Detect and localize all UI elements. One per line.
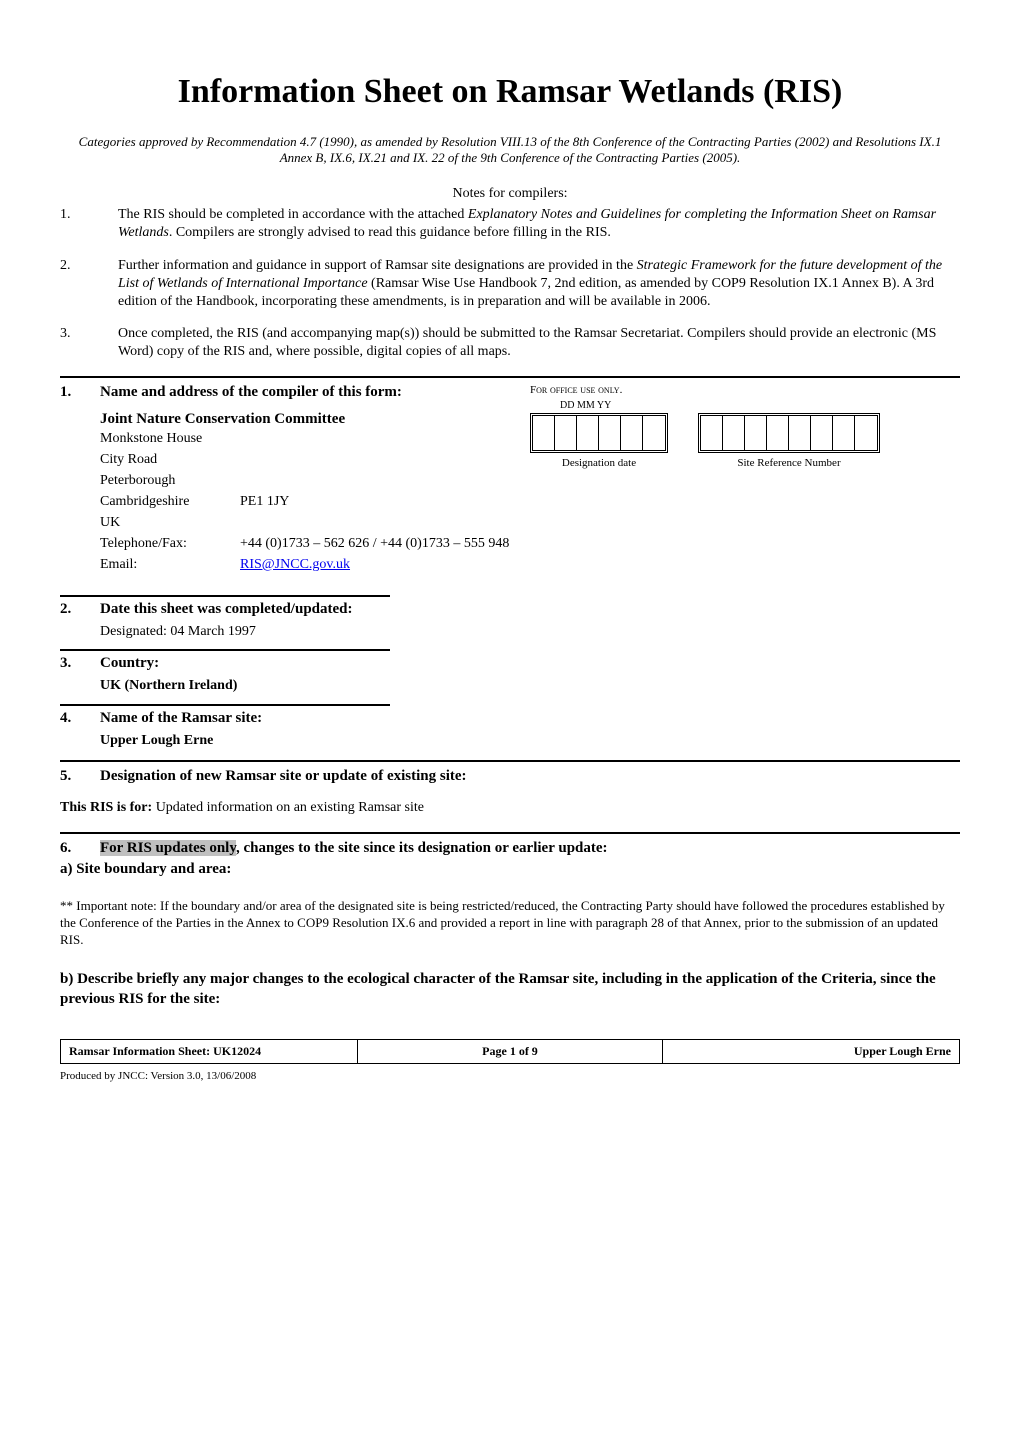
- divider: [60, 649, 390, 651]
- section-6b: b) Describe briefly any major changes to…: [60, 969, 960, 1010]
- section-num: 6.: [60, 840, 100, 857]
- divider: [60, 376, 960, 378]
- ris-for-value: Updated information on an existing Ramsa…: [152, 800, 424, 815]
- section-num: 4.: [60, 710, 100, 727]
- address-postcode: PE1 1JY: [240, 491, 289, 512]
- section-3-value: UK (Northern Ireland): [100, 676, 960, 696]
- divider: [60, 832, 960, 834]
- divider: [60, 595, 390, 597]
- note-num: 1.: [60, 206, 118, 242]
- address-line: UK: [100, 512, 960, 533]
- footer-right: Upper Lough Erne: [663, 1040, 960, 1064]
- section-6-note: ** Important note: If the boundary and/o…: [60, 898, 960, 949]
- note-text: Once completed, the RIS (and accompanyin…: [118, 325, 960, 361]
- section-4-value: Upper Lough Erne: [100, 731, 960, 751]
- note-pre: Further information and guidance in supp…: [118, 258, 637, 273]
- section-heading: For RIS updates only, changes to the sit…: [100, 840, 608, 857]
- designation-date-label: Designation date: [562, 457, 636, 469]
- section-1: 1. Name and address of the compiler of t…: [60, 384, 960, 575]
- address-county: Cambridgeshire: [100, 491, 240, 512]
- note-3: 3. Once completed, the RIS (and accompan…: [60, 325, 960, 361]
- email-row: Email: RIS@JNCC.gov.uk: [100, 554, 960, 575]
- section-num: 2.: [60, 601, 100, 618]
- divider: [60, 704, 390, 706]
- notes-header: Notes for compilers:: [60, 186, 960, 202]
- ris-for-label: This RIS is for:: [60, 800, 152, 815]
- email-label: Email:: [100, 554, 240, 575]
- document-title: Information Sheet on Ramsar Wetlands (RI…: [60, 70, 960, 114]
- note-pre: The RIS should be completed in accordanc…: [118, 207, 468, 222]
- section-num: 1.: [60, 384, 100, 401]
- section-num: 5.: [60, 768, 100, 785]
- note-text: The RIS should be completed in accordanc…: [118, 206, 960, 242]
- note-pre: Once completed, the RIS (and accompanyin…: [118, 326, 936, 359]
- produced-by: Produced by JNCC: Version 3.0, 13/06/200…: [60, 1070, 960, 1082]
- note-1: 1. The RIS should be completed in accord…: [60, 206, 960, 242]
- section-2: 2. Date this sheet was completed/updated…: [60, 601, 960, 618]
- site-reference-label: Site Reference Number: [737, 457, 840, 469]
- section-4: 4. Name of the Ramsar site:: [60, 710, 960, 727]
- note-text: Further information and guidance in supp…: [118, 257, 960, 312]
- telephone-row: Telephone/Fax: +44 (0)1733 – 562 626 / +…: [100, 533, 960, 554]
- site-reference-boxes[interactable]: [698, 413, 880, 453]
- note-post: . Compilers are strongly advised to read…: [169, 225, 611, 240]
- section-2-value: Designated: 04 March 1997: [100, 622, 960, 642]
- office-use-box: For office use only. DD MM YY Designatio…: [530, 384, 880, 469]
- section-heading: Country:: [100, 655, 159, 672]
- office-only-label: For office use only.: [530, 384, 880, 396]
- telephone-value: +44 (0)1733 – 562 626 / +44 (0)1733 – 55…: [240, 533, 509, 554]
- section-6: 6. For RIS updates only, changes to the …: [60, 840, 960, 857]
- footer-left: Ramsar Information Sheet: UK12024: [61, 1040, 358, 1064]
- section-heading: Date this sheet was completed/updated:: [100, 601, 353, 618]
- designation-date-boxes[interactable]: [530, 413, 668, 453]
- address-line: Cambridgeshire PE1 1JY: [100, 491, 960, 512]
- section-heading: Designation of new Ramsar site or update…: [100, 768, 467, 785]
- section-heading: Name of the Ramsar site:: [100, 710, 262, 727]
- heading-highlight: For RIS updates only: [100, 840, 236, 856]
- section-heading: Name and address of the compiler of this…: [100, 384, 402, 401]
- address-line: Peterborough: [100, 470, 960, 491]
- section-num: 3.: [60, 655, 100, 672]
- section-5-body: This RIS is for: Updated information on …: [60, 799, 960, 818]
- subtitle: Categories approved by Recommendation 4.…: [60, 134, 960, 166]
- section-5: 5. Designation of new Ramsar site or upd…: [60, 768, 960, 785]
- divider: [60, 760, 960, 762]
- email-link[interactable]: RIS@JNCC.gov.uk: [240, 554, 350, 575]
- footer-table: Ramsar Information Sheet: UK12024 Page 1…: [60, 1039, 960, 1064]
- ddmmyy-label: DD MM YY: [560, 400, 880, 411]
- heading-rest: , changes to the site since its designat…: [236, 840, 608, 856]
- telephone-label: Telephone/Fax:: [100, 533, 240, 554]
- note-num: 3.: [60, 325, 118, 361]
- note-2: 2. Further information and guidance in s…: [60, 257, 960, 312]
- note-num: 2.: [60, 257, 118, 312]
- section-3: 3. Country:: [60, 655, 960, 672]
- section-6a: a) Site boundary and area:: [60, 861, 960, 878]
- footer-center: Page 1 of 9: [357, 1040, 663, 1064]
